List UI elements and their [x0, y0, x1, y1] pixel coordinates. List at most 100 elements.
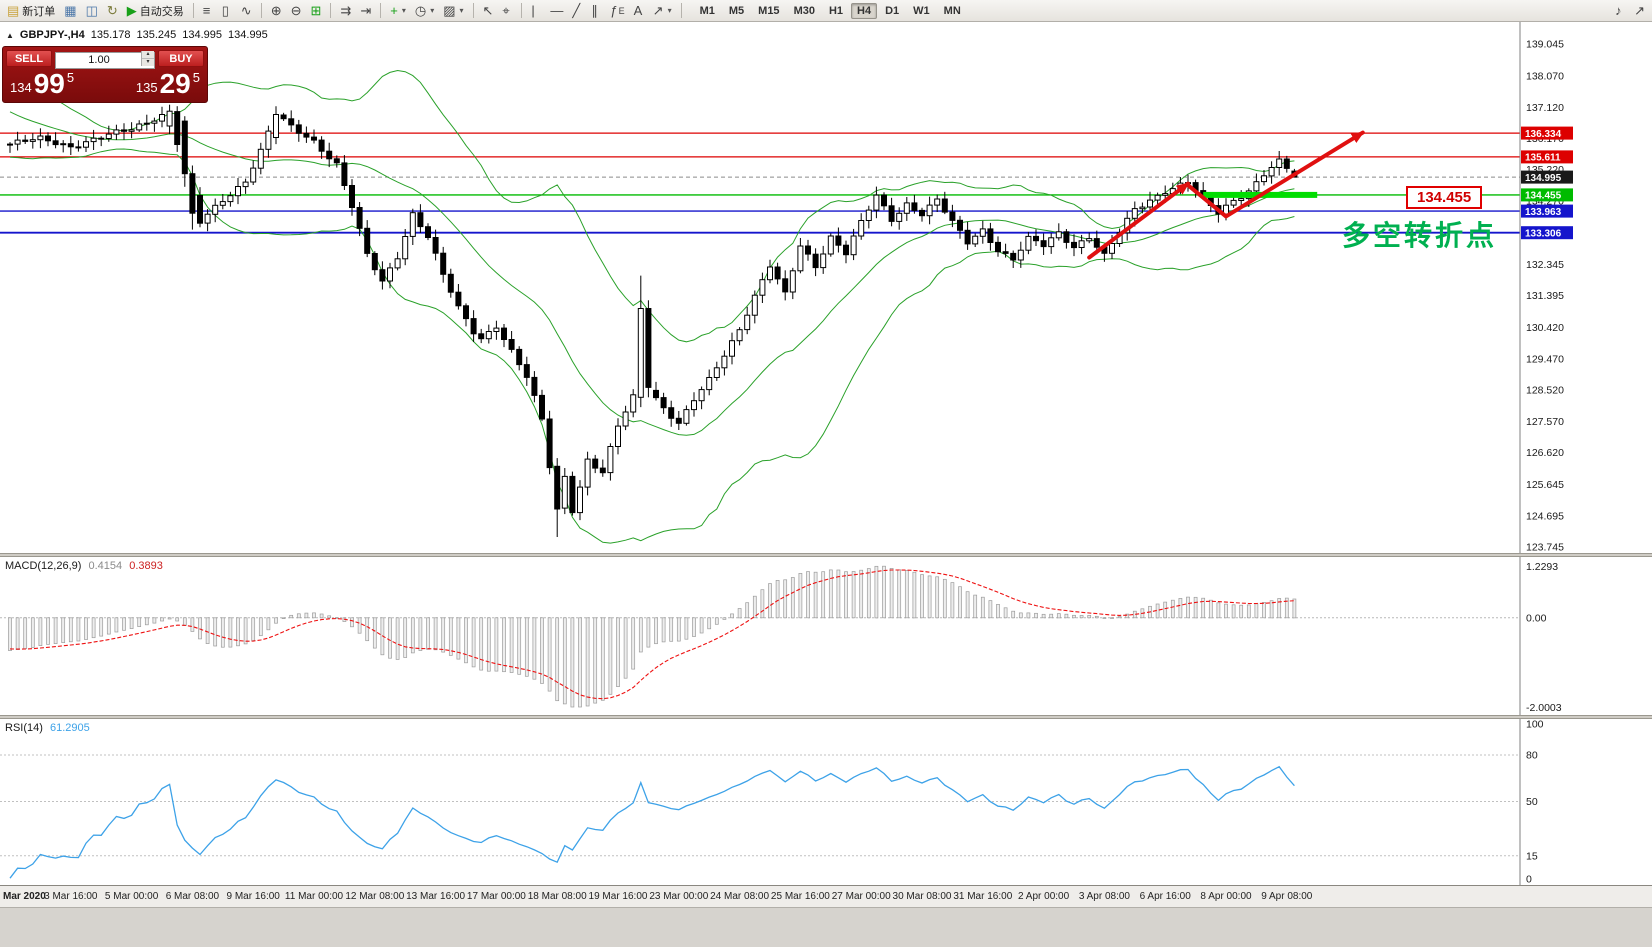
time-axis-label: 6 Apr 16:00: [1139, 891, 1191, 902]
volume-stepper: ▴ ▾: [141, 51, 154, 66]
trendline-icon: ╱: [572, 3, 581, 18]
new-order-label: 新订单: [22, 5, 56, 18]
buy-button[interactable]: BUY: [158, 50, 204, 67]
toolbar-channel-button[interactable]: ∥: [587, 2, 605, 20]
svg-text:124.695: 124.695: [1526, 510, 1564, 522]
toolbar-auto-scroll-button[interactable]: ⇉: [336, 2, 355, 20]
buy-price-pips: 29: [159, 68, 191, 100]
pane-splitter[interactable]: [0, 553, 1652, 557]
toolbar-bars-mode-button[interactable]: ≡: [199, 2, 217, 20]
trend-arrows: [1087, 130, 1365, 260]
toolbar-zoom-out-button[interactable]: ⊖: [287, 2, 306, 20]
svg-text:137.120: 137.120: [1526, 102, 1564, 114]
time-axis-label: 13 Mar 16:00: [406, 891, 466, 902]
svg-text:133.963: 133.963: [1525, 207, 1562, 218]
toolbar-notifications-button[interactable]: ♪: [1611, 2, 1629, 20]
fibonacci-icon-sub: E: [618, 5, 625, 16]
zoom-in-icon: ⊕: [270, 3, 282, 18]
toolbar-profiles-button[interactable]: ◫: [82, 2, 102, 20]
rsi-price-axis[interactable]: 100 80 50 15 0: [1519, 719, 1544, 885]
macd-chart: 1.2293 0.00 -2.0003: [0, 557, 1562, 715]
horizontal-lines: [0, 132, 1520, 234]
buy-price-figure: 135: [135, 80, 158, 95]
svg-text:0.00: 0.00: [1526, 612, 1547, 624]
svg-text:1.2293: 1.2293: [1526, 561, 1558, 573]
toolbar-zoom-in-button[interactable]: ⊕: [267, 2, 286, 20]
timeframe-m15-button[interactable]: M15: [752, 3, 785, 19]
pane-splitter[interactable]: [0, 715, 1652, 719]
time-axis-label: 3 Apr 08:00: [1078, 891, 1130, 902]
toolbar-chart-windows-button[interactable]: ▦: [60, 2, 80, 20]
macd-pane[interactable]: 1.2293 0.00 -2.0003 MACD(12,26,9) 0.4154 0…: [0, 557, 1652, 715]
svg-text:132.345: 132.345: [1526, 259, 1564, 271]
toolbar-separator: [680, 3, 682, 18]
candlestick-chart: 139.045138.070137.120136.170135.220134.2…: [0, 22, 1573, 553]
volume-up-icon[interactable]: ▴: [142, 51, 154, 59]
buy-price-display[interactable]: 135 29 5: [136, 70, 200, 98]
macd-histogram: [8, 565, 1297, 708]
turning-point-annotation: 多空转折点: [1342, 220, 1498, 251]
toolbar-cursor-button[interactable]: ↖: [479, 2, 498, 20]
rsi-line: [9, 765, 1295, 879]
crosshair-icon: ⌖: [502, 3, 510, 18]
svg-text:15: 15: [1526, 850, 1538, 862]
toolbar-separator: [330, 3, 332, 18]
chart-symbol-header: ▲ GBPJPY-,H4 135.178 135.245 134.995 134…: [6, 29, 268, 41]
toolbar-trendline-button[interactable]: ╱: [568, 2, 586, 20]
timeframe-m30-button[interactable]: M30: [788, 3, 821, 19]
horizontal-line-icon: ―: [550, 3, 564, 18]
toolbar-candles-mode-button[interactable]: ▯: [218, 2, 236, 20]
timeframe-h4-button[interactable]: H4: [851, 2, 878, 19]
timeframe-w1-button[interactable]: W1: [907, 3, 936, 19]
toolbar-chart-shift-button[interactable]: ⇥: [356, 2, 375, 20]
timeframe-mn-button[interactable]: MN: [938, 3, 967, 19]
time-axis-label: 17 Mar 00:00: [466, 891, 526, 902]
toolbar-crosshair-button[interactable]: ⌖: [498, 2, 516, 20]
sell-price-display[interactable]: 134 99 5: [10, 70, 74, 98]
svg-text:134.455: 134.455: [1525, 191, 1562, 202]
main-chart-pane[interactable]: 139.045138.070137.120136.170135.220134.2…: [0, 22, 1652, 553]
toolbar-popout-button[interactable]: ↗: [1630, 2, 1649, 20]
toolbar-line-mode-button[interactable]: ∿: [237, 2, 256, 20]
toolbar-vertical-line-button[interactable]: |: [527, 2, 545, 20]
timeframe-d1-button[interactable]: D1: [879, 3, 905, 19]
toolbar-horizontal-line-button[interactable]: ―: [546, 2, 567, 20]
toolbar-period-button[interactable]: ◷ ▾: [411, 2, 438, 20]
toolbar-refresh-button[interactable]: ↻: [103, 2, 122, 20]
timeframe-m1-button[interactable]: M1: [694, 3, 721, 19]
volume-down-icon[interactable]: ▾: [146, 59, 150, 65]
symbol-name: GBPJPY-,H4: [19, 29, 85, 41]
rsi-label: RSI(14) 61.2905: [5, 722, 90, 734]
sell-button[interactable]: SELL: [6, 50, 52, 67]
auto-trading-label: 自动交易: [139, 5, 184, 18]
rsi-pane[interactable]: 100 80 50 15 0 RSI(14) 61.2905: [0, 719, 1652, 885]
time-axis[interactable]: Mar 2020 3 Mar 16:00 5 Mar 00:00 6 Mar 08:0…: [0, 885, 1652, 907]
macd-price-axis[interactable]: 1.2293 0.00 -2.0003: [1519, 557, 1562, 715]
toolbar-arrows-tool-button[interactable]: ↗ ▾: [649, 2, 676, 20]
status-bar: [0, 907, 1652, 947]
toolbar-tile-windows-button[interactable]: ⊞: [307, 2, 326, 20]
popout-icon: ↗: [1634, 3, 1645, 18]
toolbar-new-chart-button[interactable]: + ▾: [386, 2, 410, 20]
period-icon: ◷: [414, 3, 427, 18]
toolbar-new-order-button[interactable]: ▤ 新订单: [3, 2, 59, 20]
time-axis-label: 18 Mar 08:00: [527, 891, 587, 902]
toolbar-text-label-button[interactable]: A: [630, 2, 648, 20]
volume-input[interactable]: [55, 51, 155, 69]
main-price-axis[interactable]: 139.045138.070137.120136.170135.220134.2…: [1519, 22, 1573, 553]
toolbar-templates-button[interactable]: ▨ ▾: [439, 2, 467, 20]
notifications-icon: ♪: [1615, 3, 1622, 18]
svg-text:125.645: 125.645: [1526, 479, 1564, 491]
timeframe-h1-button[interactable]: H1: [823, 3, 849, 19]
chart-shift-icon: ⇥: [360, 3, 372, 18]
collapse-panel-icon[interactable]: ▲: [6, 30, 14, 40]
rsi-name: RSI(14): [5, 722, 43, 734]
arrows-tool-icon: ↗: [652, 3, 664, 18]
toolbar-auto-trading-button[interactable]: ▶ 自动交易: [123, 2, 188, 20]
rsi-chart: 100 80 50 15 0: [0, 719, 1544, 885]
svg-text:135.611: 135.611: [1525, 153, 1561, 164]
timeframe-m5-button[interactable]: M5: [723, 3, 750, 19]
